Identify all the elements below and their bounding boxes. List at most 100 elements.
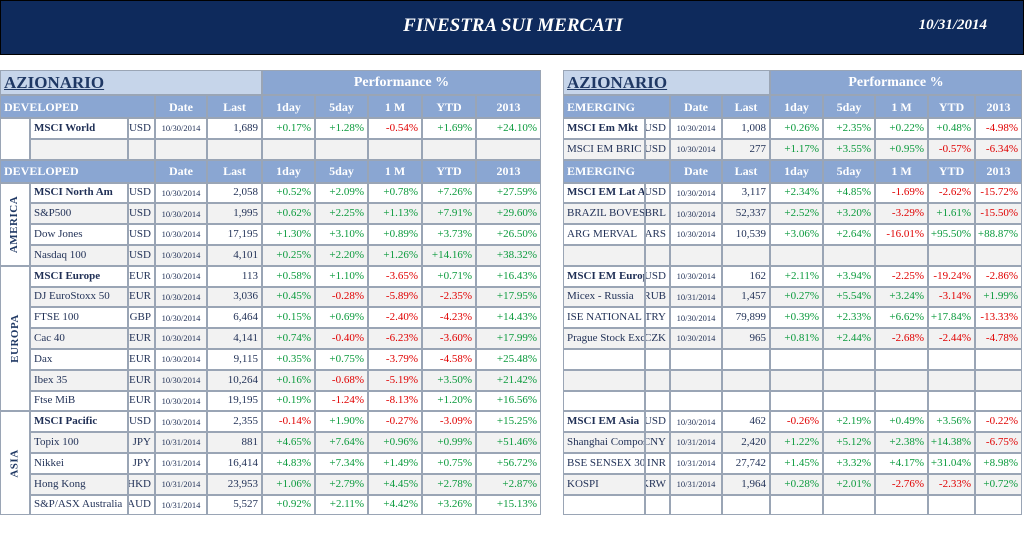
column-header: 1 M	[875, 95, 928, 118]
currency: KRW	[645, 473, 670, 495]
date: 10/30/2014	[155, 265, 207, 287]
perf-5day: +0.75%	[315, 349, 368, 370]
name: ISE NATIONAL 1	[563, 307, 645, 329]
perf-ytd: -19.24%	[928, 265, 975, 287]
date: 10/31/2014	[670, 286, 722, 308]
perf-ytd: +1.61%	[928, 203, 975, 225]
perf-2013: -13.33%	[975, 307, 1022, 329]
perf-1m: +0.78%	[368, 182, 422, 204]
perf-ytd: -4.58%	[422, 349, 476, 370]
name: ARG MERVAL	[563, 224, 645, 245]
perf-1m: -2.40%	[368, 307, 422, 329]
perf-5day: +4.85%	[823, 182, 875, 204]
performance-header: Performance %	[770, 70, 1022, 95]
empty-cell	[262, 138, 315, 160]
perf-1day: +0.58%	[262, 265, 315, 287]
date: 10/30/2014	[155, 390, 207, 412]
perf-2013: -0.22%	[975, 411, 1022, 433]
perf-2013: -15.50%	[975, 203, 1022, 225]
perf-2013: +25.48%	[476, 349, 541, 370]
perf-ytd: +7.91%	[422, 203, 476, 225]
last: 462	[722, 411, 770, 433]
currency: JPY	[128, 432, 155, 453]
name: Hong Kong	[30, 473, 128, 495]
perf-1day: +0.62%	[262, 203, 315, 225]
perf-1day: +0.92%	[262, 494, 315, 516]
group-header: DEVELOPED	[0, 159, 155, 183]
date: 10/30/2014	[670, 182, 722, 204]
last: 1,995	[207, 203, 262, 225]
column-header: YTD	[422, 95, 476, 118]
last: 1,964	[722, 473, 770, 495]
perf-1day: +1.17%	[770, 138, 823, 160]
empty-cell	[563, 245, 645, 266]
perf-2013: -6.34%	[975, 138, 1022, 160]
date: 10/30/2014	[155, 286, 207, 308]
perf-1m: -2.68%	[875, 328, 928, 349]
empty-cell	[928, 390, 975, 412]
region-label: ASIA	[0, 411, 30, 516]
column-header: YTD	[928, 95, 975, 118]
perf-ytd: -2.35%	[422, 286, 476, 308]
perf-2013: +2.87%	[476, 473, 541, 495]
perf-2013: -4.98%	[975, 118, 1022, 139]
currency: USD	[645, 411, 670, 433]
name: S&P500	[30, 203, 128, 225]
name: MSCI Europe	[30, 265, 128, 287]
perf-2013: +88.87%	[975, 224, 1022, 245]
perf-2013: +56.72%	[476, 453, 541, 474]
name: BSE SENSEX 30	[563, 453, 645, 474]
empty-cell	[563, 390, 645, 412]
perf-2013: +26.50%	[476, 224, 541, 245]
perf-1day: +0.81%	[770, 328, 823, 349]
last: 17,195	[207, 224, 262, 245]
perf-5day: -0.68%	[315, 369, 368, 391]
empty-cell	[563, 494, 645, 516]
perf-1day: +3.06%	[770, 224, 823, 245]
date: 10/31/2014	[155, 494, 207, 516]
perf-ytd: -3.60%	[422, 328, 476, 349]
column-header: Last	[722, 159, 770, 183]
perf-1day: -0.14%	[262, 411, 315, 433]
empty-cell	[0, 118, 30, 160]
perf-1m: -3.29%	[875, 203, 928, 225]
perf-ytd: +0.99%	[422, 432, 476, 453]
column-header: 5day	[315, 95, 368, 118]
perf-ytd: -3.09%	[422, 411, 476, 433]
name: Micex - Russia	[563, 286, 645, 308]
date: 10/30/2014	[670, 328, 722, 349]
perf-5day: +2.20%	[315, 245, 368, 266]
date: 10/30/2014	[155, 182, 207, 204]
date: 10/30/2014	[670, 411, 722, 433]
perf-5day: -0.28%	[315, 286, 368, 308]
perf-1day: +0.35%	[262, 349, 315, 370]
last: 10,264	[207, 369, 262, 391]
perf-ytd: -4.23%	[422, 307, 476, 329]
perf-1m: -5.89%	[368, 286, 422, 308]
perf-5day: +3.10%	[315, 224, 368, 245]
last: 2,355	[207, 411, 262, 433]
empty-cell	[670, 245, 722, 266]
name: Cac 40	[30, 328, 128, 349]
title: FINESTRA SUI MERCATI	[403, 15, 623, 36]
perf-1day: +0.27%	[770, 286, 823, 308]
column-header: 1day	[770, 95, 823, 118]
perf-1day: +0.52%	[262, 182, 315, 204]
empty-cell	[422, 138, 476, 160]
perf-1m: +1.26%	[368, 245, 422, 266]
last: 3,117	[722, 182, 770, 204]
empty-cell	[645, 369, 670, 391]
empty-cell	[875, 494, 928, 516]
perf-1day: +0.19%	[262, 390, 315, 412]
perf-1day: -0.26%	[770, 411, 823, 433]
empty-cell	[770, 245, 823, 266]
perf-5day: +2.01%	[823, 473, 875, 495]
perf-5day: +2.33%	[823, 307, 875, 329]
perf-ytd: +0.48%	[928, 118, 975, 139]
empty-cell	[975, 369, 1022, 391]
name: MSCI EM Lat Am	[563, 182, 645, 204]
perf-1m: +0.95%	[875, 138, 928, 160]
empty-cell	[823, 369, 875, 391]
currency: CNY	[645, 432, 670, 453]
